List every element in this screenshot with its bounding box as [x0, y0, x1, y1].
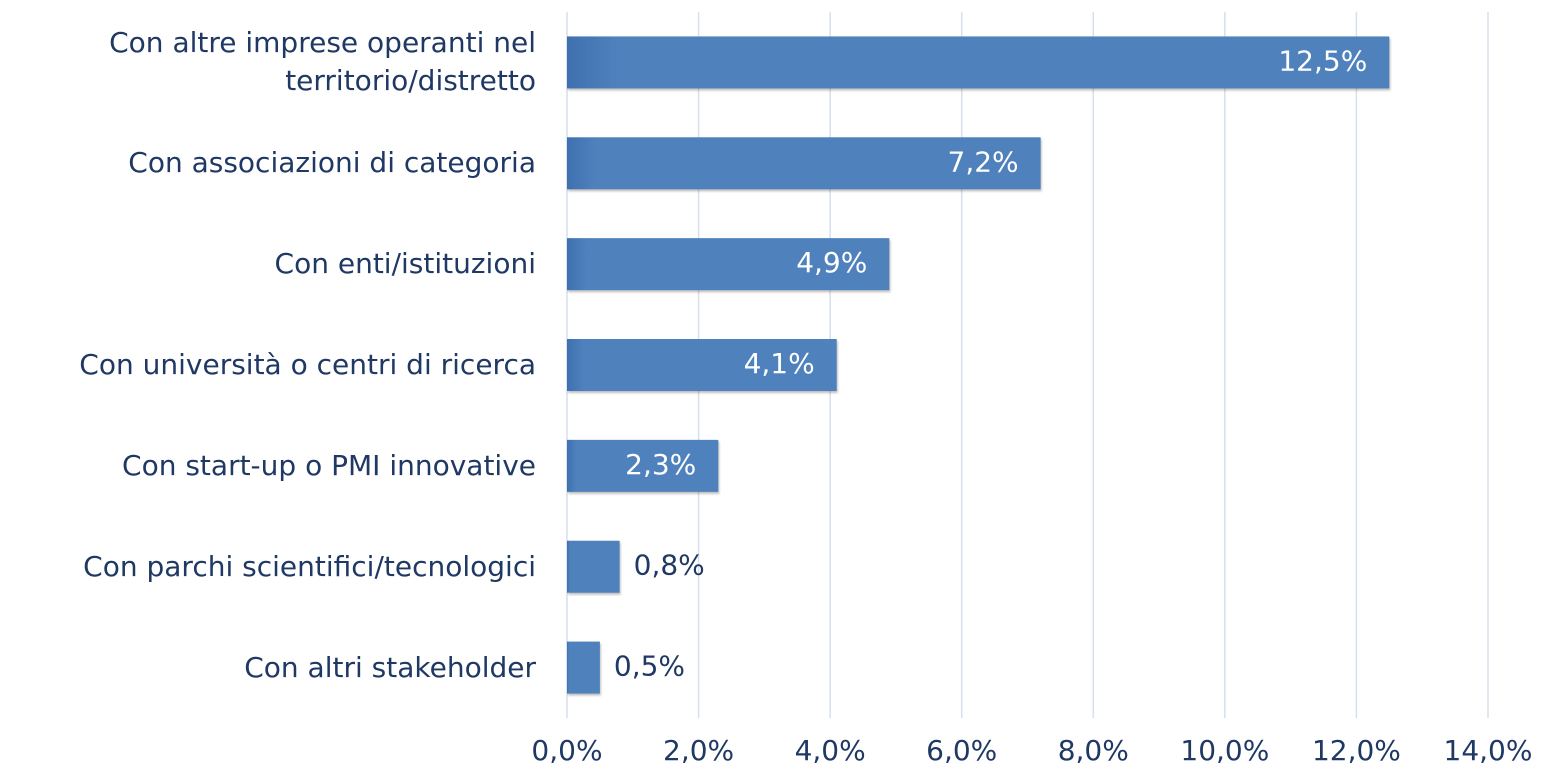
y-tick-label: Con enti/istituzioni — [274, 247, 536, 281]
x-tick-label: 6,0% — [926, 734, 997, 767]
value-label: 4,9% — [796, 246, 867, 279]
bar — [567, 339, 837, 391]
x-tick-label: 8,0% — [1058, 734, 1129, 767]
bar — [567, 439, 719, 492]
value-label: 7,2% — [948, 145, 1019, 178]
x-tick-label: 10,0% — [1180, 734, 1269, 767]
bar — [567, 540, 620, 593]
value-label: 12,5% — [1278, 44, 1367, 77]
bar — [567, 36, 1390, 89]
y-tick-label: Con start-up o PMI innovative — [122, 448, 536, 482]
x-tick-label: 12,0% — [1312, 734, 1401, 767]
y-tick-label: Con associazioni di categoria — [128, 146, 536, 180]
x-tick-label: 14,0% — [1444, 734, 1533, 767]
value-label: 2,3% — [625, 448, 696, 481]
y-tick-label: Con parchi scientifici/tecnologici — [83, 549, 536, 583]
y-tick-label: Con altri stakeholder — [244, 650, 536, 684]
y-tick-label: Con università o centri di ricerca — [79, 348, 536, 381]
bar — [567, 238, 890, 291]
y-tick-label: Con altre imprese operanti nel territori… — [109, 26, 536, 98]
x-tick-label: 0,0% — [531, 734, 602, 767]
x-tick-label: 4,0% — [795, 734, 866, 767]
value-label: 4,1% — [744, 347, 815, 380]
value-label: 0,5% — [614, 650, 685, 683]
x-tick-label: 2,0% — [663, 734, 734, 767]
bar — [567, 641, 600, 694]
bar — [567, 137, 1041, 190]
value-label: 0,8% — [634, 549, 705, 582]
